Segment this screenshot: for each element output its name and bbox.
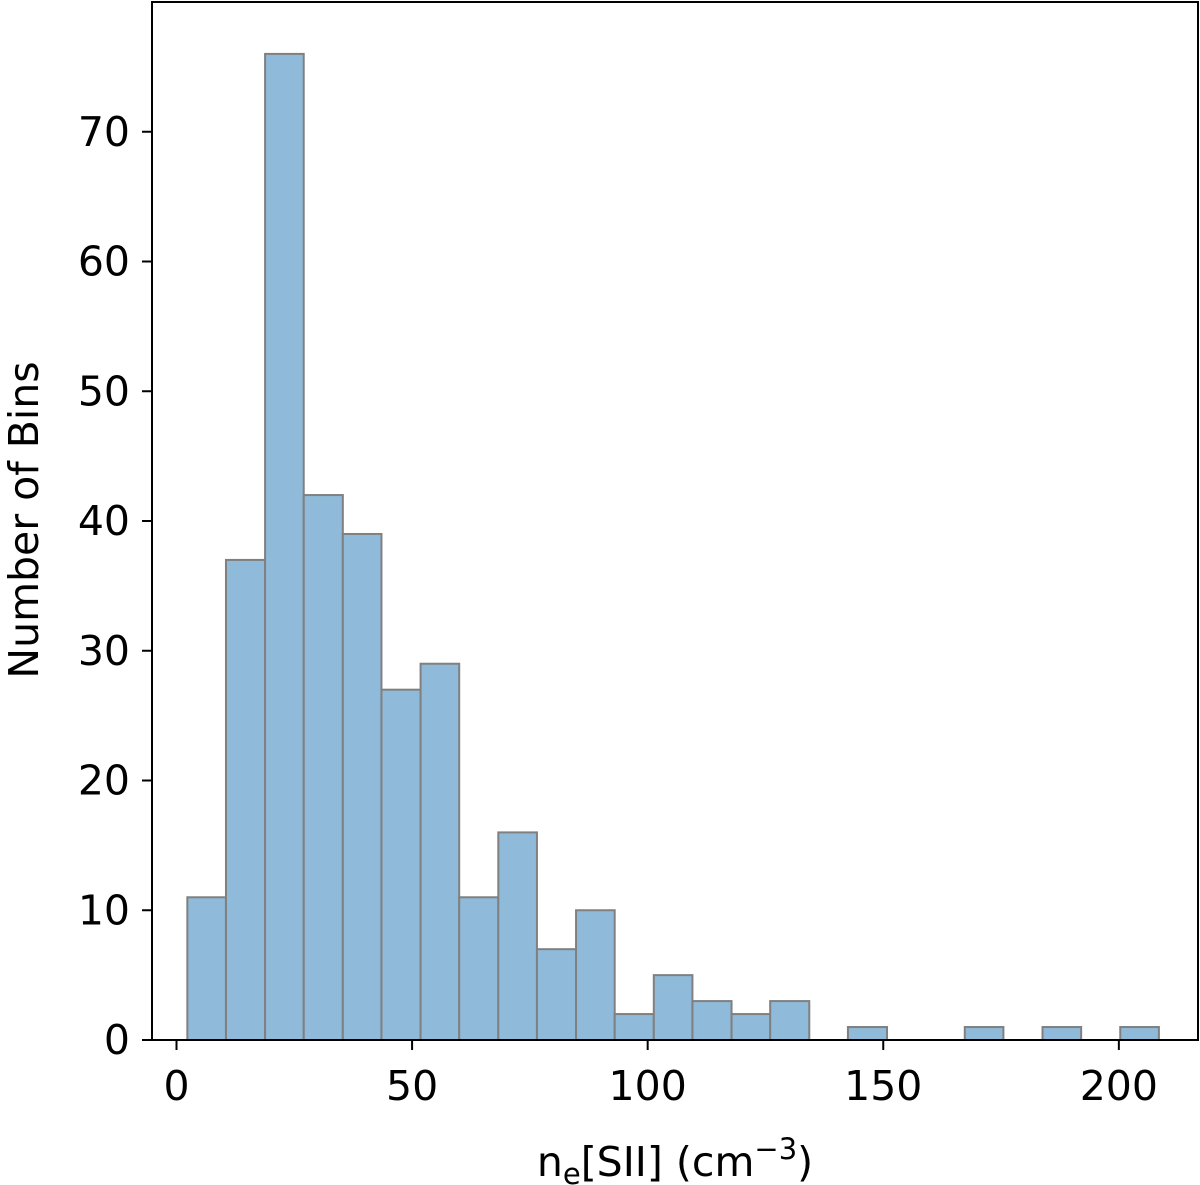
x-tick-label: 100: [609, 1062, 687, 1110]
histogram-bar: [846, 1026, 889, 1042]
y-axis-label: Number of Bins: [0, 361, 48, 678]
x-axis: 0 50 100 150 200: [163, 1040, 1158, 1110]
y-tick-label: 0: [104, 1016, 130, 1064]
histogram-bar: [497, 831, 538, 1042]
y-tick-label: 10: [78, 886, 130, 934]
x-tick-label: 150: [844, 1062, 922, 1110]
y-tick-label: 20: [78, 757, 130, 805]
x-tick-label: 0: [163, 1062, 189, 1110]
histogram-bar: [575, 909, 616, 1041]
histogram-bar: [224, 558, 267, 1041]
histogram-bar: [535, 948, 578, 1041]
histogram-bar: [380, 688, 422, 1041]
x-axis-label: ne[SII] (cm−3): [537, 1132, 813, 1185]
histogram-bar: [419, 662, 461, 1041]
histogram-bar: [769, 1000, 811, 1042]
histogram-bar: [963, 1026, 1005, 1042]
y-tick-label: 40: [78, 497, 130, 545]
histogram-bar: [302, 494, 344, 1041]
x-tick-label: 50: [386, 1062, 438, 1110]
y-tick-label: 70: [78, 108, 130, 156]
x-tick-label: 200: [1080, 1062, 1158, 1110]
y-tick-label: 60: [78, 238, 130, 286]
histogram-bar: [264, 52, 305, 1041]
histogram-bar: [613, 1013, 655, 1041]
histogram-bar: [1041, 1026, 1083, 1042]
histogram-bar: [458, 896, 500, 1042]
y-tick-label: 30: [78, 627, 130, 675]
histogram-bar: [691, 1000, 733, 1042]
bars-group: [186, 52, 1160, 1042]
histogram-bar: [1119, 1026, 1160, 1042]
histogram-bar: [186, 896, 227, 1042]
histogram-bar: [730, 1013, 772, 1041]
histogram-bar: [341, 532, 383, 1041]
y-axis: 0 10 20 30 40 50 60 70: [78, 108, 152, 1064]
histogram-bar: [652, 974, 694, 1041]
y-tick-label: 50: [78, 367, 130, 415]
